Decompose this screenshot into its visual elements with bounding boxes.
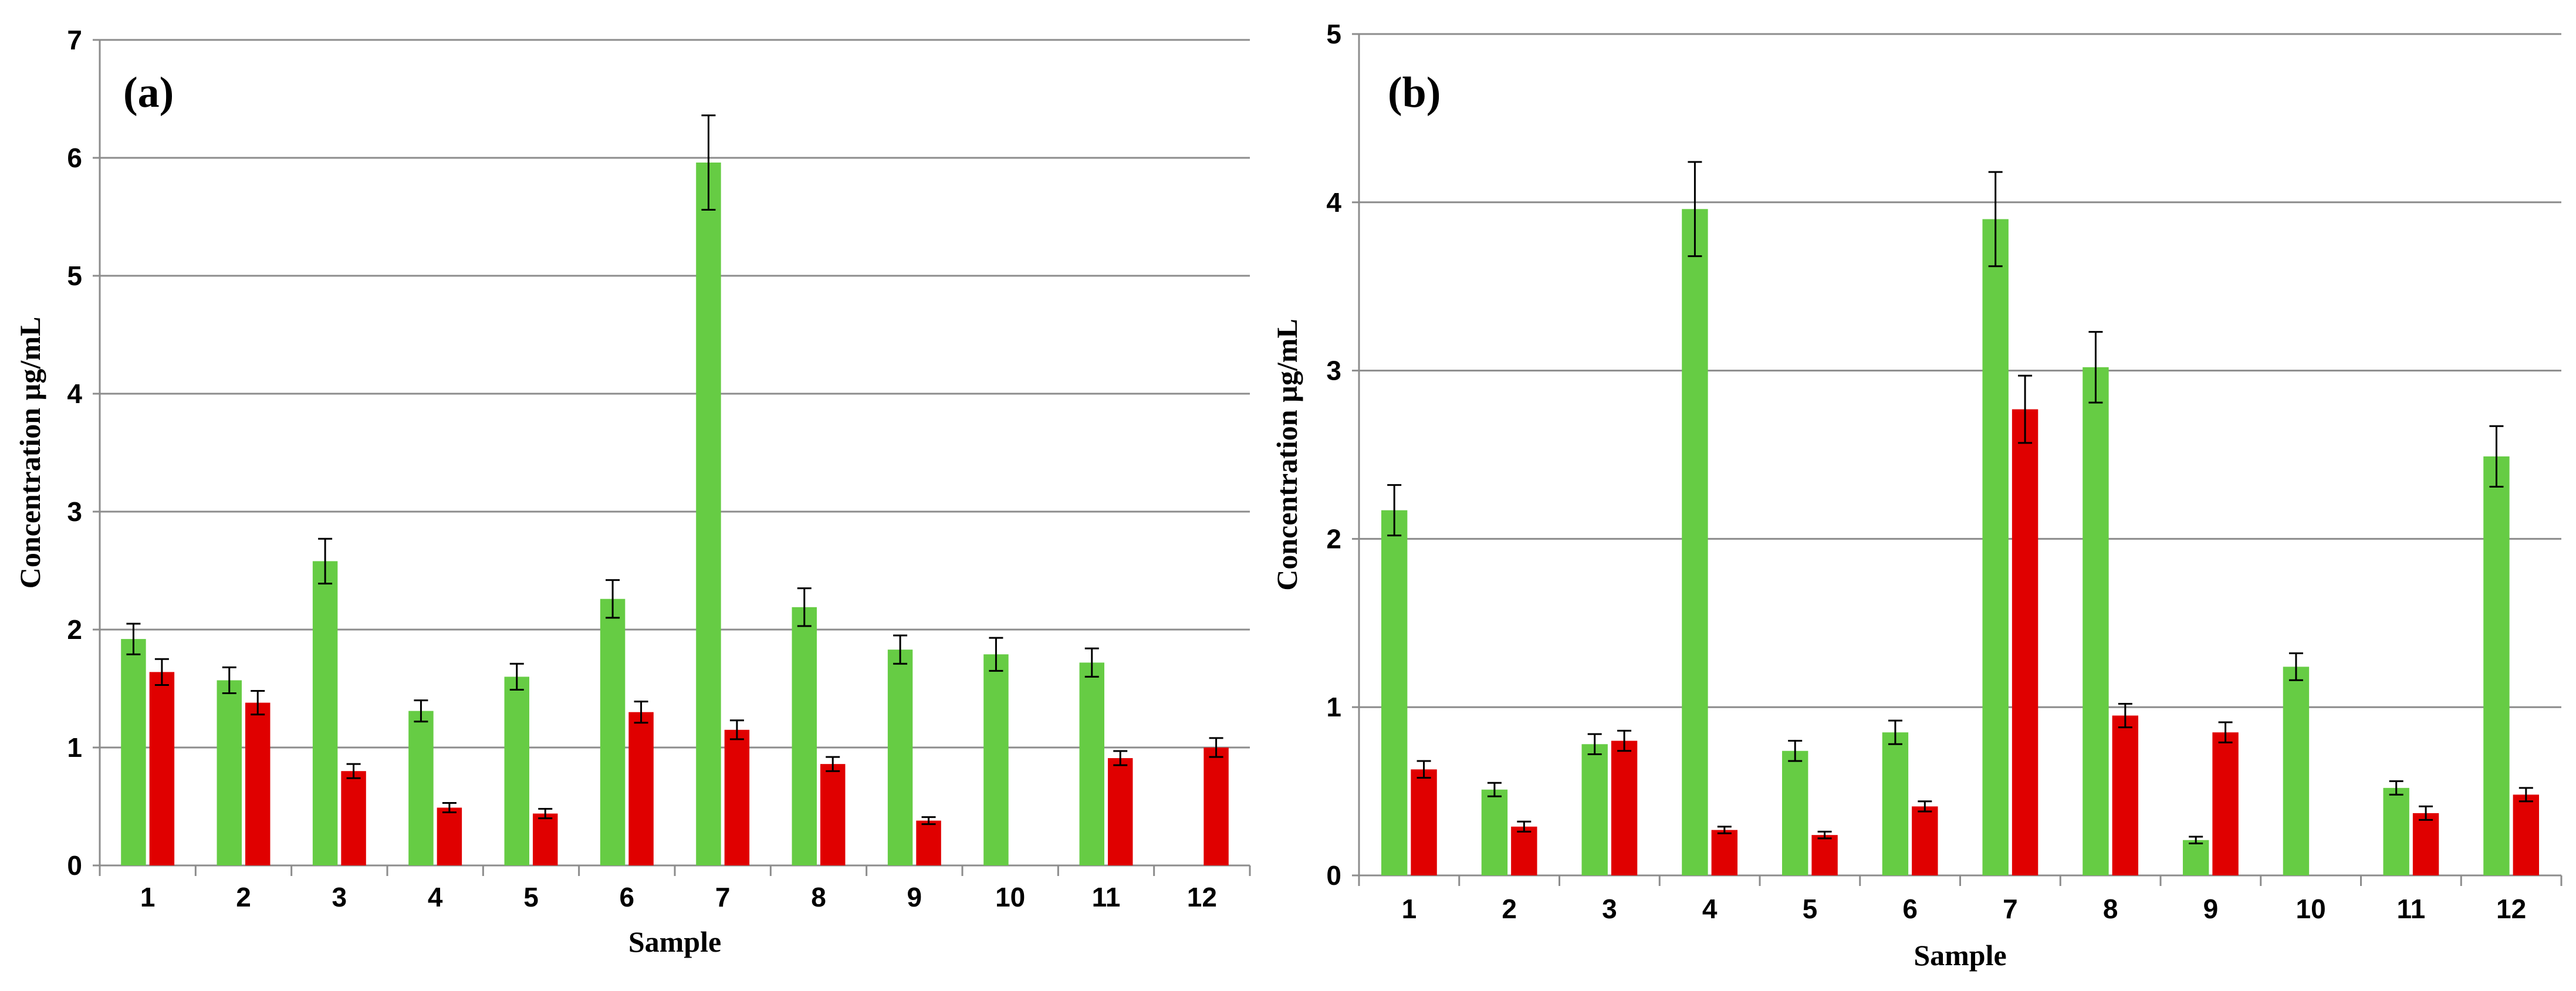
y-tick-label: 2 [67,614,82,645]
bar [1411,769,1437,875]
y-axis-title: Concentration µg/mL [13,317,46,589]
x-tick-label: 2 [1502,894,1517,924]
x-tick-label: 12 [1187,882,1217,912]
x-tick-label: 10 [2296,894,2326,924]
bar [1204,748,1229,865]
x-tick-label: 11 [2397,894,2426,924]
x-tick-label: 9 [907,882,922,912]
bar [1108,758,1133,865]
x-tick-label: 5 [1803,894,1818,924]
bar [149,672,175,865]
x-tick-label: 7 [715,882,731,912]
bar [1982,219,2009,876]
bar [504,677,529,865]
x-tick-label: 11 [1092,882,1121,912]
bar [217,680,242,865]
y-tick-label: 4 [67,378,82,409]
bar [2112,715,2139,875]
x-tick-label: 4 [428,882,443,912]
bar [1811,835,1838,875]
x-axis-title: Sample [1914,939,2006,972]
x-tick-label: 6 [1902,894,1918,924]
bar [1581,744,1608,875]
bar [2012,409,2039,875]
x-tick-label: 4 [1702,894,1718,924]
bar [437,807,462,865]
y-tick-label: 1 [67,732,82,763]
y-tick-label: 2 [1326,523,1341,554]
x-tick-label: 8 [811,882,826,912]
y-tick-label: 1 [1326,692,1341,722]
x-tick-label: 6 [620,882,635,912]
bar [1711,830,1738,875]
bar [1079,662,1104,865]
y-tick-label: 6 [67,143,82,173]
bar [341,771,366,865]
y-tick-label: 7 [67,25,82,55]
panel-label: (a) [123,69,174,117]
bar [2513,794,2540,875]
bar [1381,510,1408,875]
bar [1882,732,1909,875]
bar [2283,667,2310,875]
bar [792,607,817,865]
y-tick-label: 5 [67,261,82,291]
bar [1611,740,1638,875]
y-tick-label: 4 [1326,187,1341,218]
y-axis-title: Concentration µg/mL [1270,319,1303,591]
bar [696,163,721,865]
bar [820,764,846,865]
y-tick-label: 3 [67,496,82,527]
bar [121,639,146,865]
bar [887,650,913,865]
x-tick-label: 8 [2103,894,2118,924]
x-tick-label: 5 [523,882,539,912]
bar [916,820,941,865]
x-tick-label: 3 [332,882,347,912]
x-tick-label: 3 [1602,894,1617,924]
x-tick-label: 7 [2003,894,2018,924]
bar [1912,806,1938,875]
bar [1781,750,1808,875]
x-tick-label: 1 [140,882,155,912]
bar [1682,209,1708,876]
bar [2182,840,2209,875]
y-tick-label: 0 [67,850,82,881]
bar [600,598,626,865]
bar [2383,787,2409,875]
bar [724,729,750,865]
bar [408,711,434,865]
panel-label: (b) [1388,69,1441,117]
y-tick-label: 0 [1326,860,1341,891]
bar [245,702,271,865]
x-tick-label: 12 [2496,894,2526,924]
x-tick-label: 1 [1402,894,1417,924]
y-tick-label: 5 [1326,19,1341,49]
y-tick-label: 3 [1326,356,1341,386]
bar [628,712,654,865]
bar [533,813,558,865]
x-tick-label: 9 [2203,894,2219,924]
bar [2212,732,2239,875]
x-tick-label: 2 [236,882,251,912]
bar [1511,826,1537,875]
bar [2083,367,2109,875]
bar [1481,789,1508,875]
x-tick-label: 10 [995,882,1025,912]
bar [2412,813,2439,875]
bar [2483,456,2510,875]
bar [312,561,338,865]
bar [983,654,1009,865]
x-axis-title: Sample [628,925,721,958]
